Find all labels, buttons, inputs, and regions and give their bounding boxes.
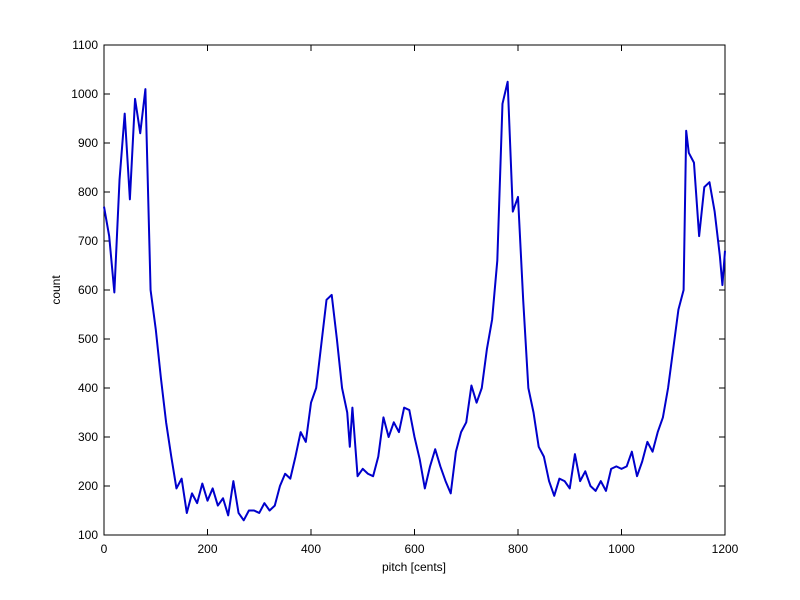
y-tick-label: 200 — [78, 479, 98, 493]
x-tick-label: 0 — [101, 542, 108, 556]
y-axis-label: count — [49, 275, 63, 305]
y-tick-label: 1100 — [72, 38, 98, 52]
x-tick-label: 200 — [197, 542, 217, 556]
y-tick-label: 700 — [78, 234, 98, 248]
x-tick-label: 400 — [301, 542, 321, 556]
y-tick-label: 100 — [78, 528, 98, 542]
data-line — [103, 80, 726, 522]
y-tick-label: 900 — [78, 136, 98, 150]
plot-frame — [103, 44, 726, 536]
x-tick-label: 800 — [508, 542, 528, 556]
x-axis-label: pitch [cents] — [382, 560, 446, 574]
x-tick-label: 1000 — [608, 542, 635, 556]
y-tick-label: 600 — [78, 283, 98, 297]
x-tick-label: 600 — [404, 542, 424, 556]
y-tick-label: 800 — [78, 185, 98, 199]
y-tick-label: 500 — [78, 332, 98, 346]
y-tick-label: 400 — [78, 381, 98, 395]
y-tick-label: 1000 — [71, 87, 98, 101]
x-tick-label: 1200 — [712, 542, 739, 556]
y-tick-label: 300 — [78, 430, 98, 444]
